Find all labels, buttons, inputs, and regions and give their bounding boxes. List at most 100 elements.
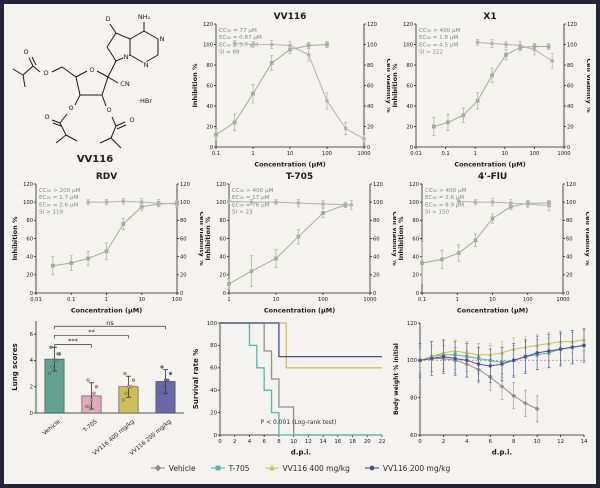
svg-text:Inhibition %: Inhibition % xyxy=(191,63,199,107)
svg-text:1: 1 xyxy=(474,151,477,157)
svg-text:60: 60 xyxy=(26,236,33,242)
svg-text:d.p.i.: d.p.i. xyxy=(291,449,311,457)
svg-text:0: 0 xyxy=(30,291,33,297)
svg-text:Vehicle: Vehicle xyxy=(42,419,62,437)
svg-text:Concentration (μM): Concentration (μM) xyxy=(457,307,528,315)
svg-text:60: 60 xyxy=(180,236,187,242)
svg-text:EC₉₀ = 76 μM: EC₉₀ = 76 μM xyxy=(232,202,270,208)
chart-rdv-svg: 0 0 20 20 40 40 60 60 80 80 100 100 120 120 0.01 0.1 1 10… xyxy=(11,172,203,315)
svg-text:100: 100 xyxy=(567,42,577,48)
svg-text:CC₅₀ > 400 μM: CC₅₀ > 400 μM xyxy=(425,188,467,194)
svg-text:60: 60 xyxy=(410,433,417,439)
svg-text:SI = 89: SI = 89 xyxy=(219,50,240,56)
svg-text:40: 40 xyxy=(373,254,380,260)
svg-text:O: O xyxy=(129,116,134,124)
svg-text:CN: CN xyxy=(120,80,130,88)
svg-text:80: 80 xyxy=(373,218,380,224)
svg-text:60: 60 xyxy=(219,236,226,242)
chemical-structure-panel: NH₂ D N N N O CN ·HBr O O O O O O VV116 xyxy=(10,9,190,169)
svg-text:P < 0.001 (Log-rank test): P < 0.001 (Log-rank test) xyxy=(261,419,337,426)
svg-text:Body weight % initial: Body weight % initial xyxy=(393,343,400,415)
svg-text:0: 0 xyxy=(367,145,370,151)
chart-flu4-svg: 0 0 20 20 40 40 60 60 80 80 100 100 120 120 0.1 1 10 100 1… xyxy=(397,172,589,315)
chemical-structure: NH₂ D N N N O CN ·HBr O O O O O O VV116 xyxy=(12,12,166,165)
svg-text:100: 100 xyxy=(216,200,226,206)
svg-text:80: 80 xyxy=(180,218,187,224)
chart-vv116-svg: 0 0 20 20 40 40 60 60 80 80 100 100 120 120 0.1 1 10 100 1… xyxy=(191,12,390,169)
svg-text:10: 10 xyxy=(287,151,294,157)
svg-text:20: 20 xyxy=(566,273,573,279)
svg-text:2: 2 xyxy=(442,439,445,445)
svg-text:10: 10 xyxy=(138,297,145,303)
svg-text:20: 20 xyxy=(206,124,213,130)
svg-text:Inhibition %: Inhibition % xyxy=(397,216,405,260)
svg-text:Cell viability %: Cell viability % xyxy=(584,211,589,266)
svg-text:20: 20 xyxy=(412,273,419,279)
svg-text:0: 0 xyxy=(210,145,213,151)
svg-text:80: 80 xyxy=(567,63,574,69)
svg-text:100: 100 xyxy=(172,297,182,303)
chart-body-weight: 60 80 100 120 0 2 4 6 8 10 12 14 d.p.i. Body weight %… xyxy=(390,315,590,457)
svg-text:80: 80 xyxy=(406,63,413,69)
svg-text:40: 40 xyxy=(219,254,226,260)
svg-text:EC₅₀ = 1.7 μM: EC₅₀ = 1.7 μM xyxy=(39,195,78,201)
svg-text:12: 12 xyxy=(557,439,564,445)
svg-text:0.1: 0.1 xyxy=(67,297,75,303)
svg-text:VV116: VV116 xyxy=(274,12,307,22)
svg-text:60: 60 xyxy=(412,236,419,242)
figure-legend: Vehicle T-705 VV116 400 mg/kg VV116 200 … xyxy=(10,459,590,477)
svg-text:10: 10 xyxy=(273,297,280,303)
svg-text:O: O xyxy=(68,104,73,112)
svg-text:T-705: T-705 xyxy=(82,419,99,435)
svg-text:EC₉₀ = 4.5 μM: EC₉₀ = 4.5 μM xyxy=(419,42,458,48)
svg-text:1000: 1000 xyxy=(556,297,569,303)
svg-text:20: 20 xyxy=(219,273,226,279)
svg-text:120: 120 xyxy=(373,182,383,188)
svg-text:1: 1 xyxy=(105,297,108,303)
svg-text:40: 40 xyxy=(26,254,33,260)
svg-text:T-705: T-705 xyxy=(286,172,313,182)
svg-text:100: 100 xyxy=(367,42,377,48)
svg-text:Lung scores: Lung scores xyxy=(11,343,19,390)
svg-text:Concentration (μM): Concentration (μM) xyxy=(264,307,335,315)
svg-text:120: 120 xyxy=(23,182,33,188)
svg-text:N: N xyxy=(124,53,129,61)
svg-text:18: 18 xyxy=(349,439,356,445)
svg-text:60: 60 xyxy=(367,83,374,89)
svg-text:80: 80 xyxy=(410,395,417,401)
svg-text:EC₅₀ = 2.6 μM: EC₅₀ = 2.6 μM xyxy=(425,195,464,201)
svg-text:CC₅₀ > 200 μM: CC₅₀ > 200 μM xyxy=(39,188,81,194)
svg-text:20: 20 xyxy=(26,273,33,279)
svg-text:12: 12 xyxy=(305,439,312,445)
svg-text:Cell viability %: Cell viability % xyxy=(391,211,396,266)
svg-text:EC₅₀ = 0.87 μM: EC₅₀ = 0.87 μM xyxy=(219,35,262,41)
svg-text:100: 100 xyxy=(407,358,418,364)
svg-text:CC₅₀ > 400 μM: CC₅₀ > 400 μM xyxy=(232,188,274,194)
svg-text:0: 0 xyxy=(30,411,34,417)
svg-text:100: 100 xyxy=(207,321,218,327)
svg-text:0: 0 xyxy=(410,145,413,151)
vehicle-marker-icon xyxy=(150,463,166,473)
svg-text:10: 10 xyxy=(501,151,508,157)
svg-text:SI > 23: SI > 23 xyxy=(232,210,253,216)
svg-text:120: 120 xyxy=(407,321,418,327)
svg-text:CC₅₀ > 400 μM: CC₅₀ > 400 μM xyxy=(419,28,461,34)
svg-text:0.01: 0.01 xyxy=(30,297,42,303)
legend-item-vehicle: Vehicle xyxy=(150,463,196,473)
svg-text:10: 10 xyxy=(290,439,297,445)
svg-text:8: 8 xyxy=(277,439,281,445)
svg-text:1000: 1000 xyxy=(357,151,370,157)
svg-text:100: 100 xyxy=(566,200,576,206)
svg-text:0: 0 xyxy=(218,439,222,445)
svg-text:20: 20 xyxy=(373,273,380,279)
svg-text:0: 0 xyxy=(566,291,569,297)
svg-text:Inhibition %: Inhibition % xyxy=(204,216,212,260)
svg-text:80: 80 xyxy=(210,343,217,349)
svg-text:Inhibition %: Inhibition % xyxy=(391,63,399,107)
svg-text:16: 16 xyxy=(334,439,341,445)
svg-text:40: 40 xyxy=(367,104,374,110)
chart-weight-svg: 60 80 100 120 0 2 4 6 8 10 12 14 d.p.i. Body weight %… xyxy=(393,321,588,457)
svg-text:80: 80 xyxy=(566,218,573,224)
svg-text:0: 0 xyxy=(223,291,226,297)
